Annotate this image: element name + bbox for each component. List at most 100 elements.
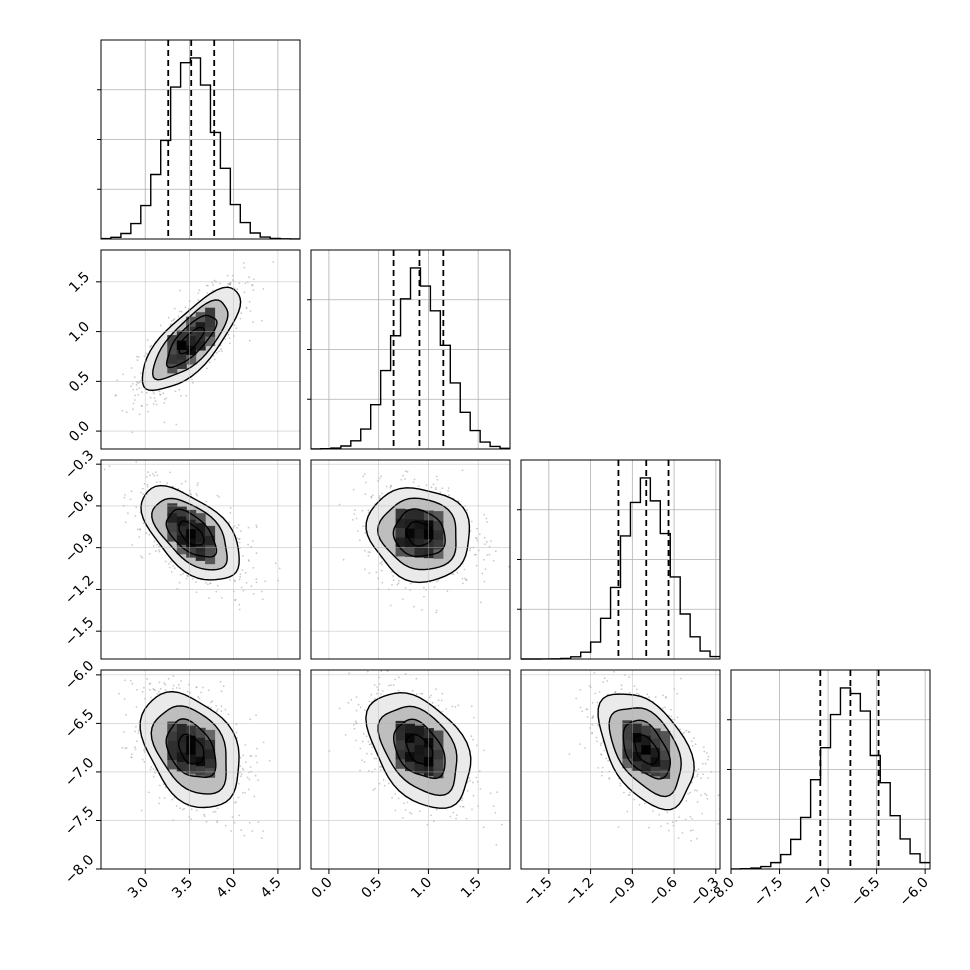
- scatter-point: [359, 769, 361, 772]
- density-cell: [186, 509, 197, 520]
- scatter-point: [211, 281, 214, 284]
- scatter-point: [236, 288, 239, 291]
- density-cell: [405, 509, 415, 520]
- density-cell: [195, 331, 206, 342]
- scatter-point: [170, 571, 173, 573]
- scatter-point: [149, 682, 152, 685]
- scatter-point: [390, 485, 392, 488]
- scatter-point: [367, 770, 370, 772]
- scatter-point: [153, 664, 155, 666]
- scatter-point: [134, 394, 137, 397]
- scatter-point: [140, 491, 142, 494]
- scatter-point: [249, 766, 252, 768]
- scatter-point: [386, 670, 389, 673]
- scatter-point: [474, 553, 476, 556]
- scatter-point: [241, 767, 244, 770]
- scatter-point: [138, 536, 141, 538]
- scatter-point: [202, 686, 204, 689]
- scatter-point: [372, 789, 375, 791]
- scatter-point: [363, 473, 366, 475]
- panel-frame: [310, 249, 511, 450]
- scatter-point: [375, 571, 378, 574]
- scatter-panel-3-0: [100, 664, 301, 870]
- scatter-point: [470, 520, 473, 523]
- scatter-point: [369, 551, 371, 554]
- density-cell: [176, 330, 187, 341]
- scatter-point: [209, 582, 212, 585]
- scatter-point: [141, 391, 143, 394]
- scatter-point: [155, 403, 158, 406]
- density-cell: [167, 512, 178, 523]
- contour-line-3: [141, 286, 242, 392]
- density-cell: [205, 554, 216, 565]
- scatter-point: [177, 315, 180, 318]
- scatter-point: [483, 536, 486, 539]
- density-cell: [423, 510, 434, 521]
- density-cell: [414, 763, 425, 774]
- density-cell: [423, 529, 434, 540]
- scatter-point: [454, 706, 457, 708]
- scatter-point: [261, 319, 263, 322]
- scatter-point: [171, 798, 174, 801]
- scatter-point: [394, 793, 397, 795]
- scatter-point: [228, 337, 231, 339]
- scatter-point: [156, 693, 159, 695]
- scatter-point: [665, 696, 667, 698]
- scatter-point: [238, 537, 241, 540]
- scatter-point: [140, 405, 143, 407]
- scatter-point: [408, 811, 411, 814]
- scatter-point: [249, 718, 252, 721]
- scatter-point: [136, 359, 139, 361]
- scatter-point: [131, 544, 134, 546]
- scatter-point: [430, 486, 433, 489]
- density-cell: [433, 730, 444, 741]
- scatter-point: [243, 834, 246, 837]
- scatter-point: [364, 532, 367, 534]
- scatter-point: [247, 788, 250, 791]
- scatter-point: [210, 701, 212, 704]
- scatter-point: [492, 805, 495, 807]
- scatter-point: [475, 744, 478, 747]
- scatter-point: [368, 700, 371, 703]
- scatter-point: [134, 515, 137, 517]
- scatter-point: [379, 562, 382, 565]
- density-cell: [176, 506, 187, 517]
- scatter-point: [209, 582, 212, 585]
- scatter-point: [486, 540, 488, 543]
- scatter-point: [352, 488, 355, 491]
- scatter-point: [216, 494, 219, 497]
- panel-frame: [100, 459, 301, 660]
- scatter-point: [447, 489, 449, 492]
- scatter-point: [244, 761, 247, 764]
- scatter-point: [224, 338, 227, 340]
- scatter-point: [592, 715, 595, 718]
- scatter-point: [278, 567, 281, 570]
- scatter-point: [212, 355, 215, 357]
- density-cell: [205, 336, 216, 347]
- scatter-point: [488, 553, 491, 556]
- scatter-point: [410, 812, 413, 815]
- scatter-point: [192, 381, 194, 384]
- scatter-point: [415, 693, 418, 696]
- scatter-point: [436, 479, 439, 481]
- scatter-point: [205, 284, 208, 287]
- scatter-point: [244, 282, 247, 285]
- scatter-point: [138, 413, 141, 416]
- density-cell: [176, 733, 187, 744]
- scatter-point: [389, 604, 392, 607]
- scatter-point: [153, 397, 156, 399]
- scatter-point: [174, 667, 176, 669]
- scatter-point: [445, 708, 447, 710]
- scatter-point: [172, 485, 174, 488]
- scatter-point: [118, 692, 120, 695]
- scatter-point: [179, 807, 182, 810]
- scatter-point: [200, 691, 203, 694]
- scatter-point: [163, 398, 166, 401]
- density-cell: [167, 522, 178, 533]
- scatter-point: [125, 411, 128, 414]
- scatter-point: [231, 279, 234, 281]
- scatter-point: [255, 578, 258, 580]
- scatter-point: [251, 830, 254, 832]
- scatter-point: [425, 484, 428, 486]
